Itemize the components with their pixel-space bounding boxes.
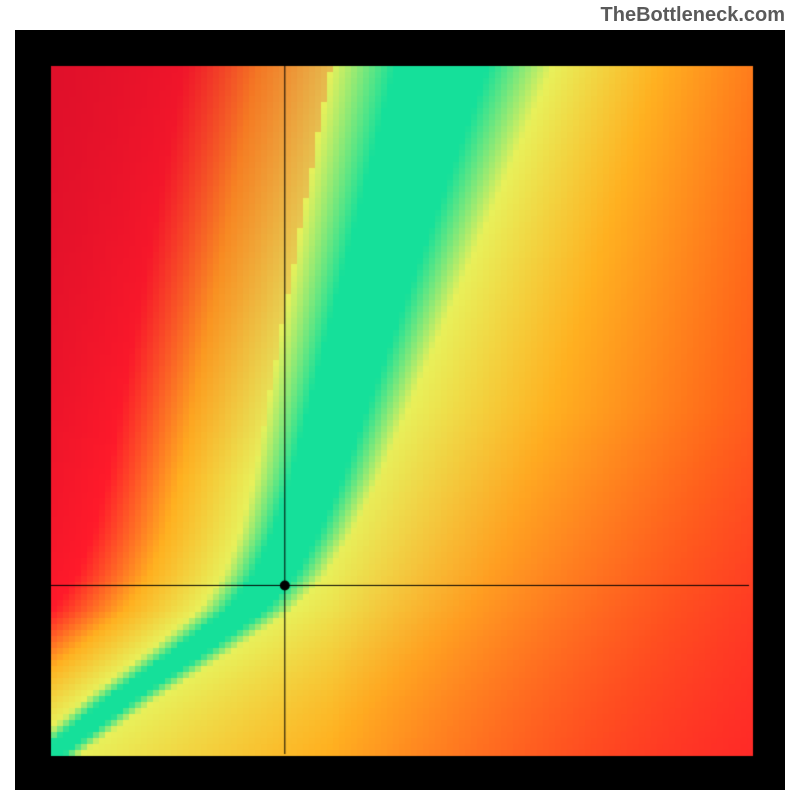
watermark-text: TheBottleneck.com — [601, 4, 785, 27]
chart-container: TheBottleneck.com — [0, 0, 800, 800]
heatmap-canvas — [15, 30, 785, 790]
heatmap-plot — [15, 30, 785, 790]
